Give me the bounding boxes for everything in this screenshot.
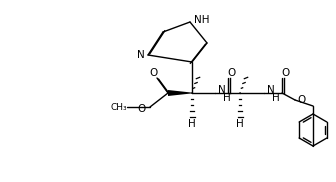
Text: H: H xyxy=(188,119,196,129)
Polygon shape xyxy=(168,90,192,96)
Text: O: O xyxy=(282,68,290,78)
Text: H: H xyxy=(236,119,244,129)
Text: O: O xyxy=(298,95,306,105)
Text: NH: NH xyxy=(194,15,210,25)
Text: N: N xyxy=(218,85,226,95)
Text: O: O xyxy=(138,104,146,114)
Text: H: H xyxy=(223,93,231,103)
Text: H: H xyxy=(272,93,280,103)
Text: O: O xyxy=(149,68,157,78)
Text: O: O xyxy=(228,68,236,78)
Text: CH₃: CH₃ xyxy=(111,102,127,112)
Text: N: N xyxy=(267,85,275,95)
Text: N: N xyxy=(137,50,145,60)
